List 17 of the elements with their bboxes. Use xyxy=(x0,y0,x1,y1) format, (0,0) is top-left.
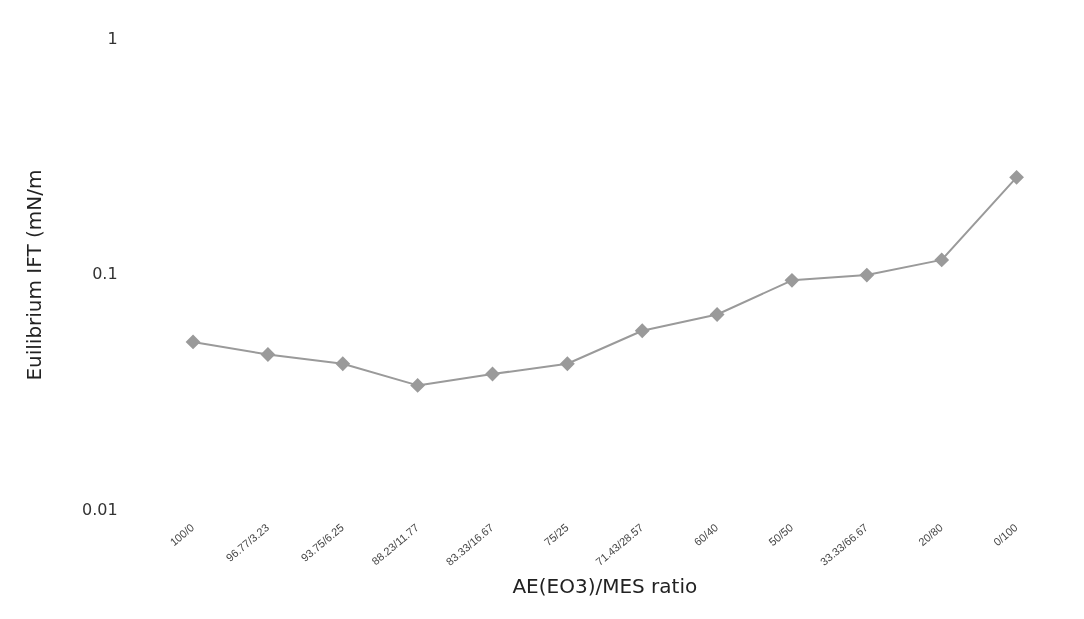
point xyxy=(710,307,725,322)
point xyxy=(560,356,575,371)
point xyxy=(335,356,350,371)
point xyxy=(784,273,799,288)
point xyxy=(186,334,201,349)
point xyxy=(934,252,949,267)
y-tick-label: 0.01 xyxy=(82,499,118,519)
x-axis-title: AE(EO3)/MES ratio xyxy=(512,574,698,599)
point xyxy=(635,323,650,338)
point xyxy=(260,347,275,362)
point xyxy=(410,378,425,393)
y-axis-title: Euilibrium IFT (mN/m xyxy=(22,169,47,381)
y-tick-label: 0.1 xyxy=(92,264,118,284)
point xyxy=(485,367,500,382)
point xyxy=(859,268,874,283)
y-tick-label: 1 xyxy=(107,28,118,48)
point xyxy=(1009,170,1024,185)
